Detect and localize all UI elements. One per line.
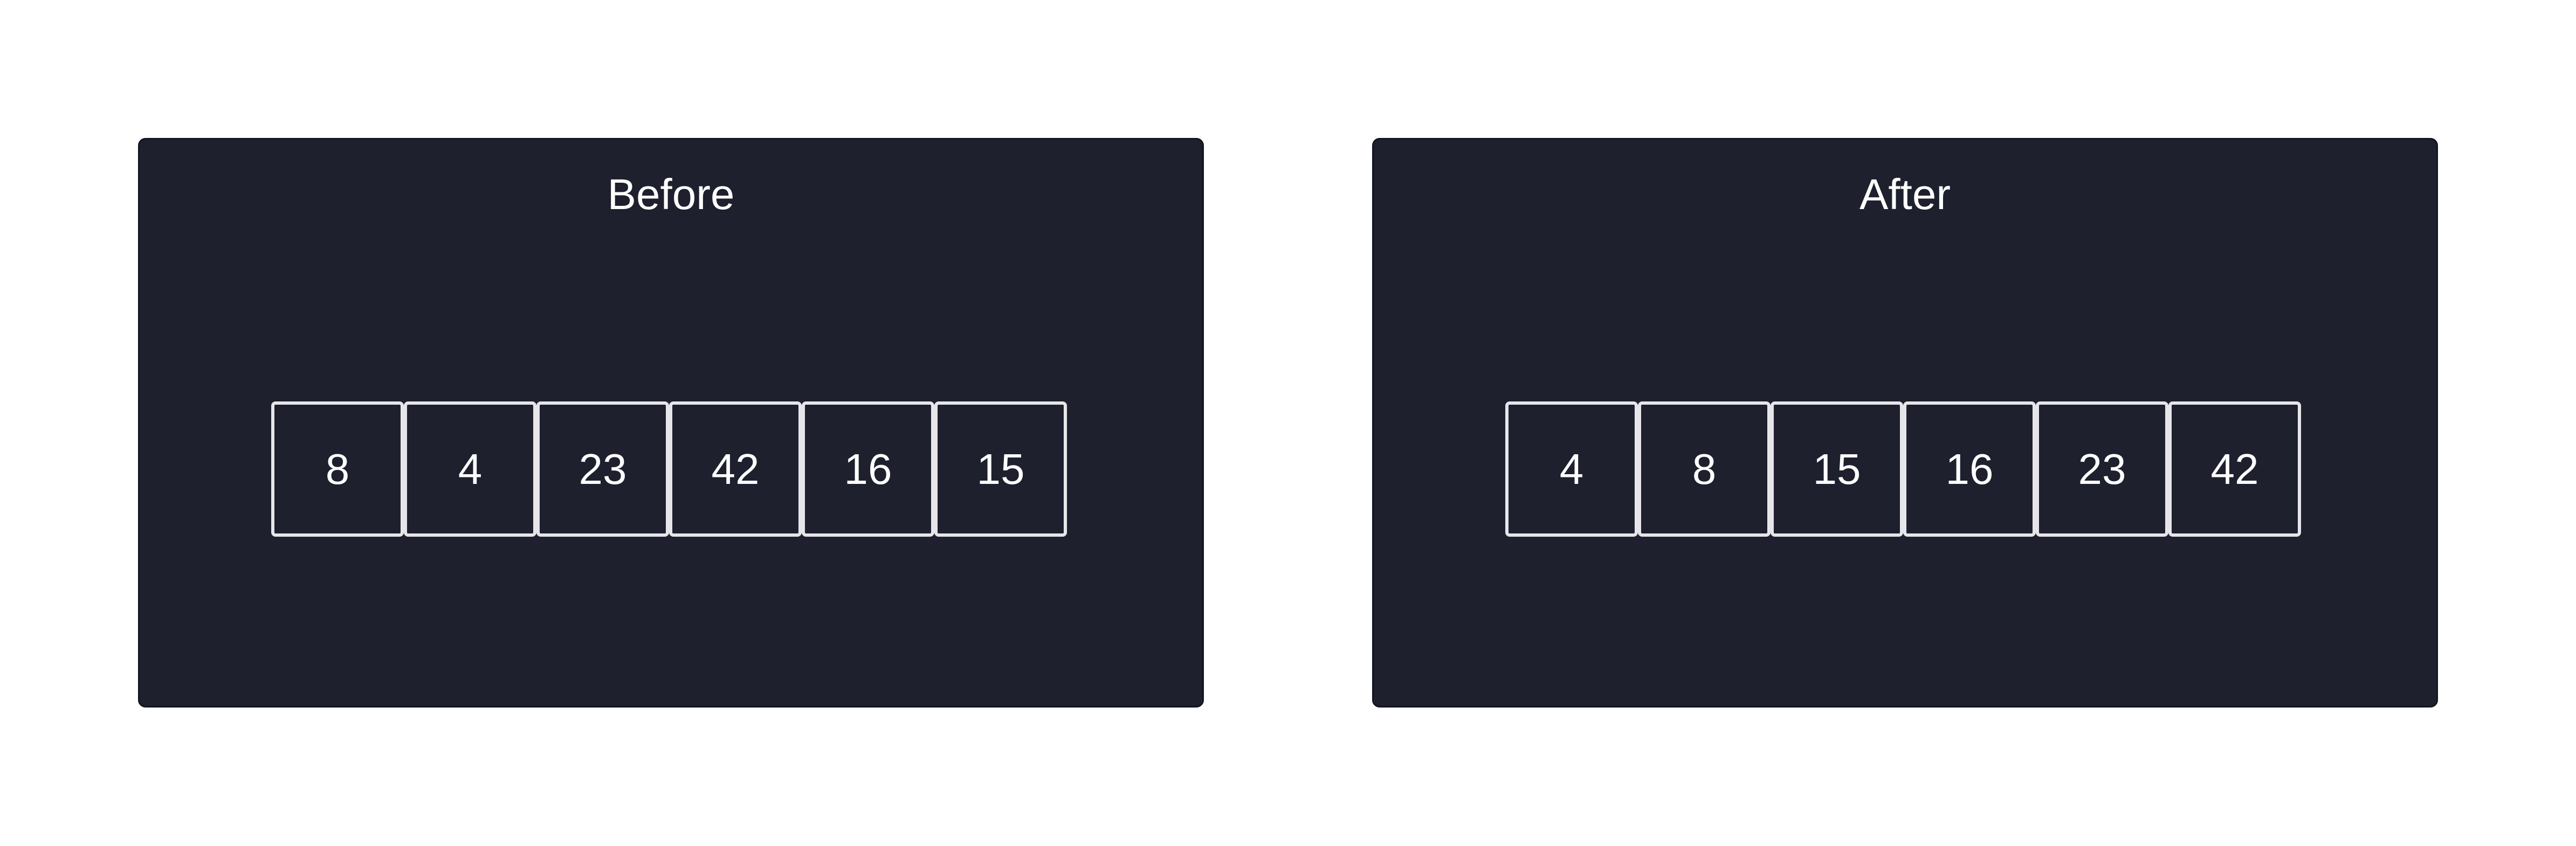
before-cell-0: 8: [271, 401, 404, 537]
after-cell-5: 42: [2168, 401, 2301, 537]
after-cell-4: 23: [2036, 401, 2168, 537]
before-cell-2: 23: [536, 401, 669, 537]
before-array: 8 4 23 42 16 15: [271, 401, 1067, 537]
before-cell-1: 4: [404, 401, 536, 537]
before-panel-title: Before: [607, 170, 735, 218]
after-array: 4 8 15 16 23 42: [1505, 401, 2301, 537]
after-cell-0: 4: [1505, 401, 1638, 537]
before-cell-3: 42: [669, 401, 802, 537]
before-cell-5: 15: [934, 401, 1067, 537]
after-panel: After 4 8 15 16 23 42: [1372, 138, 2438, 708]
after-panel-title: After: [1859, 170, 1951, 218]
after-cell-2: 15: [1771, 401, 1903, 537]
before-cell-4: 16: [802, 401, 934, 537]
before-panel: Before 8 4 23 42 16 15: [138, 138, 1204, 708]
after-cell-3: 16: [1903, 401, 2036, 537]
after-cell-1: 8: [1638, 401, 1771, 537]
